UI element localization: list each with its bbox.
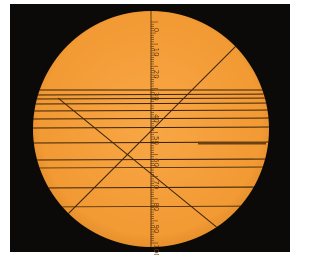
- scale-label: 0: [152, 28, 160, 32]
- scale-label: 100: [152, 244, 160, 255]
- scale-label: 10: [152, 48, 160, 57]
- scale-label: 60: [152, 158, 160, 167]
- scale-label: 50: [152, 136, 160, 145]
- scale-label: 20: [152, 70, 160, 79]
- scale-label: 90: [152, 224, 160, 233]
- microscope-view: 0 10 20 30 40 50 60 70 80 90 100: [0, 0, 296, 255]
- scale-label: 70: [152, 180, 160, 189]
- scale-label: 40: [152, 114, 160, 123]
- scale-label: 80: [152, 202, 160, 211]
- scale-label: 30: [152, 92, 160, 101]
